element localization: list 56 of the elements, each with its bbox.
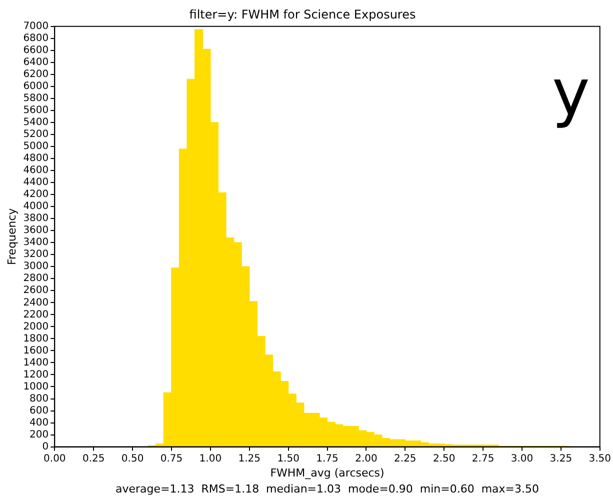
y-tick-label: 1400 (23, 357, 49, 368)
y-tick-label: 2200 (23, 309, 49, 320)
x-tick-label: 1.50 (277, 453, 300, 464)
y-tick-label: 5600 (23, 105, 49, 116)
y-tick-label: 3000 (23, 261, 49, 272)
y-tick-label: 1600 (23, 345, 49, 356)
x-tick-label: 0.75 (160, 453, 183, 464)
y-tick-label: 7000 (23, 20, 49, 32)
x-tick-label: 3.00 (510, 453, 534, 464)
x-tick-label: 1.75 (316, 453, 338, 464)
y-tick-label: 1000 (23, 381, 49, 392)
y-tick-label: 2800 (23, 273, 49, 284)
x-tick-label: 2.75 (472, 453, 494, 464)
x-tick-label: 1.00 (199, 453, 222, 464)
y-tick-label: 800 (30, 393, 49, 404)
y-tick-label: 6400 (23, 57, 49, 68)
y-tick-label: 4600 (23, 165, 49, 176)
x-tick-label: 3.25 (550, 453, 572, 464)
y-tick-label: 200 (30, 429, 49, 440)
y-tick-label: 5400 (23, 117, 49, 128)
y-tick-label: 600 (30, 405, 49, 416)
y-tick-label: 4200 (23, 189, 49, 200)
x-tick-label: 2.25 (394, 453, 416, 464)
x-axis-title: FWHM_avg (arcsecs) (270, 466, 384, 480)
y-tick-label: 6200 (23, 69, 49, 80)
y-tick-label: 6800 (23, 33, 49, 44)
y-tick-label: 2400 (23, 297, 49, 308)
chart-title: filter=y: FWHM for Science Exposures (189, 7, 416, 22)
y-axis-title: Frequency (5, 208, 18, 266)
annotation: y (552, 56, 590, 130)
y-tick-label: 4800 (23, 153, 49, 164)
x-tick-label: 0.25 (82, 453, 105, 464)
y-tick-label: 5000 (23, 141, 49, 152)
y-tick-label: 400 (30, 417, 49, 428)
y-tick-label: 4000 (23, 201, 49, 212)
x-tick-label: 0.00 (44, 453, 66, 464)
y-tick-label: 3200 (23, 249, 49, 260)
y-tick-label: 6600 (23, 45, 49, 56)
y-tick-label: 2000 (23, 321, 49, 332)
x-tick-label: 1.25 (238, 453, 261, 464)
y-tick-label: 0 (42, 441, 49, 452)
x-tick-label: 0.50 (121, 453, 144, 464)
y-tick-label: 3800 (23, 213, 49, 224)
y-tick-label: 1200 (23, 369, 49, 380)
text: average=1.13 RMS=1.18 median=1.03 mode=0.90 min=0.60 max=3.50 (116, 482, 540, 496)
y-tick-label: 5800 (23, 93, 49, 104)
y-tick-label: 2600 (23, 285, 49, 296)
y-tick-label: 4400 (23, 177, 49, 188)
y-tick-label: 1800 (23, 333, 49, 344)
x-tick-label: 3.50 (588, 453, 611, 464)
y-tick-label: 3400 (23, 237, 49, 248)
y-tick-label: 6000 (23, 81, 49, 92)
x-tick-label: 2.00 (355, 453, 378, 464)
y-tick-label: 3600 (23, 225, 49, 236)
y-tick-label: 5200 (23, 129, 49, 140)
x-tick-label: 2.50 (432, 453, 456, 464)
